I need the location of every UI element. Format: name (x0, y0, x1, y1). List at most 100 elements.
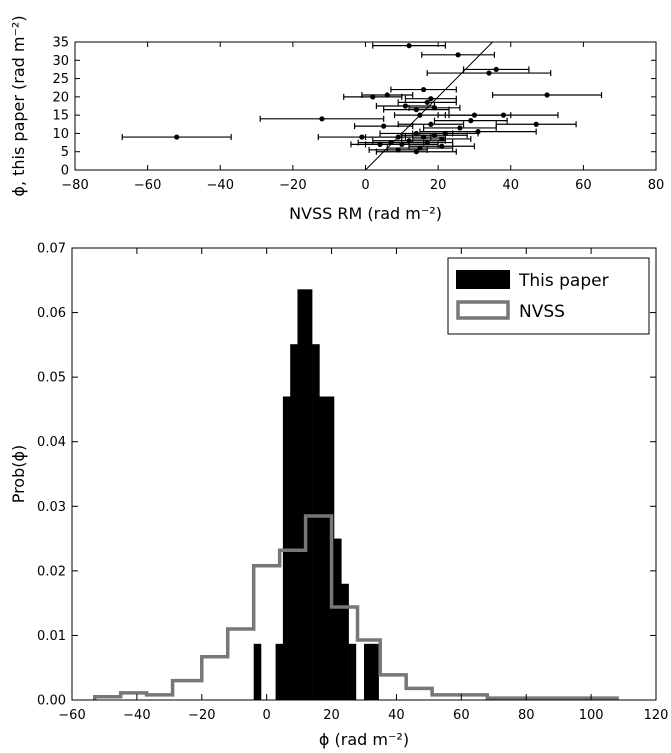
scatter-point-17 (433, 117, 508, 124)
data-marker (486, 70, 492, 76)
scatter-plot-frame (74, 41, 657, 171)
data-marker (406, 43, 412, 49)
x-tick-label: 40 (388, 708, 405, 723)
data-marker (359, 134, 365, 140)
data-marker (533, 121, 539, 127)
scatter-point-7 (343, 93, 403, 100)
y-tick-label: 35 (52, 36, 69, 51)
histogram-step-nvss (92, 514, 619, 700)
histogram-y-ticks: 0.00 0.01 0.02 0.03 0.04 0.05 0.06 0.07 (37, 242, 656, 709)
x-tick-label: 0 (263, 708, 271, 723)
histogram-bar-1 (275, 643, 284, 700)
x-tick-label: 60 (575, 178, 592, 193)
scatter-point-6 (361, 92, 414, 99)
histogram-bar-10 (341, 583, 349, 700)
data-marker (413, 149, 419, 155)
scatter-y-ticks: 0 5 10 15 20 25 30 35 (52, 36, 656, 179)
data-marker (471, 112, 478, 118)
y-tick-label: 0.01 (37, 629, 66, 644)
y-tick-label: 10 (52, 127, 69, 142)
scatter-point-1 (421, 51, 496, 58)
scatter-point-3 (426, 70, 552, 77)
histogram-bar-2 (282, 396, 291, 700)
histogram-bar-5 (304, 289, 313, 700)
x-tick-label: 80 (518, 708, 535, 723)
data-marker (174, 134, 180, 140)
x-tick-label: −60 (58, 708, 85, 723)
data-marker (457, 125, 463, 131)
histogram-bar-13 (371, 643, 379, 700)
y-tick-label: 0.05 (37, 371, 66, 386)
scatter-point-18 (495, 121, 577, 128)
scatter-point-28 (121, 134, 232, 141)
data-marker (428, 96, 434, 102)
histogram-bar-12 (364, 643, 372, 700)
data-marker (468, 118, 474, 124)
histogram-bar-0 (253, 643, 262, 700)
scatter-panel: −80 −60 −40 −20 0 20 40 60 80 0 5 10 15 20 25 30 35 NVS… (9, 15, 664, 223)
histogram-panel: −60 −40 −20 0 20 40 60 80 100 120 0.000.010.020.0… (9, 242, 668, 750)
legend-label-this-paper: This paper (518, 271, 609, 291)
x-tick-label: 0 (361, 178, 369, 193)
scatter-point-21 (423, 124, 497, 131)
scatter-x-axis-label: NVSS RM (rad m⁻²) (289, 204, 442, 223)
x-tick-label: −20 (279, 178, 306, 193)
y-tick-label: 30 (52, 54, 69, 69)
x-tick-label: 20 (430, 178, 447, 193)
y-tick-label: 25 (52, 72, 69, 87)
data-marker (428, 121, 434, 127)
data-marker (493, 66, 499, 73)
x-tick-label: −20 (188, 708, 215, 723)
data-marker (402, 103, 409, 109)
data-marker (319, 116, 325, 122)
scatter-point-15 (437, 112, 512, 119)
legend-swatch-this-paper (456, 270, 510, 289)
scatter-x-ticks: −80 −60 −40 −20 0 20 40 60 80 (61, 42, 664, 193)
one-to-one-line (365, 41, 493, 171)
scatter-point-4 (491, 92, 603, 99)
legend-label-nvss: NVSS (519, 302, 565, 322)
x-tick-label: −60 (134, 178, 161, 193)
scatter-y-axis-label: ϕ, this paper (rad m⁻²) (9, 15, 28, 196)
legend-swatch-nvss (456, 300, 510, 320)
x-tick-label: 80 (648, 178, 665, 193)
scatter-point-29 (317, 134, 407, 141)
x-tick-label: 100 (579, 708, 604, 723)
scatter-point-0 (372, 42, 446, 49)
histogram-bar-6 (312, 344, 320, 700)
scatter-point-12 (383, 106, 450, 113)
y-tick-label: 5 (61, 145, 69, 160)
y-tick-label: 0.03 (37, 500, 66, 515)
x-tick-label: 60 (453, 708, 470, 723)
x-tick-label: −40 (123, 708, 150, 723)
y-tick-label: 0.00 (37, 694, 66, 709)
histogram-plot-frame (71, 247, 657, 701)
histogram-legend: This paper NVSS (447, 257, 650, 335)
histogram-x-axis-label: ϕ (rad m⁻²) (319, 730, 409, 749)
y-tick-label: 0.04 (37, 435, 66, 450)
histogram-bar-7 (319, 396, 327, 700)
histogram-bar-11 (348, 643, 357, 700)
scatter-point-16 (259, 115, 385, 122)
data-marker (413, 107, 419, 113)
y-tick-label: 15 (52, 109, 69, 124)
data-marker (381, 123, 387, 129)
data-marker (377, 141, 383, 147)
y-tick-label: 0 (61, 164, 69, 179)
scatter-point-9 (397, 99, 457, 106)
data-marker (370, 94, 376, 100)
y-tick-label: 0.07 (37, 242, 66, 257)
y-tick-label: 0.02 (37, 564, 66, 579)
x-tick-label: −80 (61, 178, 88, 193)
histogram-bar-4 (297, 289, 306, 700)
scatter-point-20 (354, 123, 414, 130)
scatter-point-5 (390, 86, 457, 93)
x-tick-label: 20 (323, 708, 340, 723)
histogram-bar-9 (333, 538, 342, 700)
data-marker (421, 86, 427, 93)
histogram-y-axis-label: Prob(ϕ) (9, 445, 28, 504)
data-marker (544, 92, 550, 98)
histogram-bar-3 (290, 344, 298, 700)
data-marker (455, 52, 461, 58)
